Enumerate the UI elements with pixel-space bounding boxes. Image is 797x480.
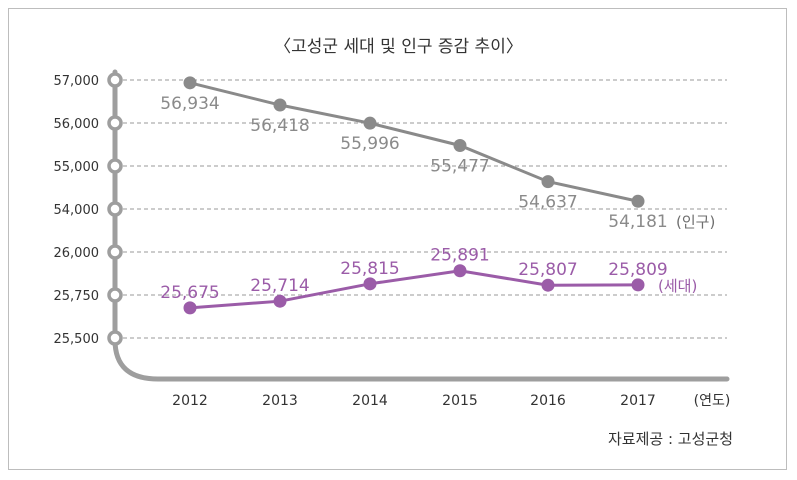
series-name-population: (인구) — [676, 213, 715, 231]
data-label-households: 25,714 — [250, 276, 309, 296]
series-line-households — [189, 269, 639, 310]
data-point-households — [363, 277, 377, 291]
x-tick-label: 2014 — [352, 393, 388, 409]
data-label-households: 25,675 — [160, 283, 219, 303]
data-point-population — [273, 98, 287, 112]
data-point-households — [183, 301, 197, 315]
data-point-households — [273, 294, 287, 308]
source-note: 자료제공 : 고성군청 — [608, 430, 733, 448]
data-point-households — [541, 278, 555, 292]
data-point-households — [453, 264, 467, 278]
series-name-households: (세대) — [658, 277, 697, 295]
x-tick-label: 2016 — [530, 393, 566, 409]
series-line-population — [189, 81, 639, 203]
data-label-population: 54,637 — [518, 193, 577, 213]
data-label-population: 55,996 — [340, 134, 399, 154]
y-tick-label: 25,500 — [54, 332, 100, 347]
x-tick-label: 2017 — [620, 393, 656, 409]
data-label-population: 54,181 — [608, 212, 667, 232]
data-label-households: 25,809 — [608, 260, 667, 280]
x-tick-label: 2013 — [262, 393, 298, 409]
chart-frame — [8, 8, 787, 470]
data-label-households: 25,891 — [430, 246, 489, 266]
y-tick-marker — [107, 72, 123, 88]
y-tick-marker — [107, 115, 123, 131]
data-label-population: 55,477 — [430, 156, 489, 176]
data-label-households: 25,807 — [518, 260, 577, 280]
y-tick-marker — [107, 158, 123, 174]
x-tick-label: 2012 — [172, 393, 208, 409]
y-tick-marker — [107, 244, 123, 260]
data-point-population — [631, 194, 645, 208]
data-point-households — [631, 278, 645, 292]
data-label-households: 25,815 — [340, 259, 399, 279]
chart-title: 〈고성군 세대 및 인구 증감 추이〉 — [274, 37, 523, 57]
y-tick-label: 56,000 — [54, 117, 100, 132]
y-tick-label: 57,000 — [54, 74, 100, 89]
x-axis-label: (연도) — [694, 393, 731, 409]
data-point-population — [453, 138, 467, 152]
y-tick-label: 54,000 — [54, 203, 100, 218]
y-tick-marker — [107, 201, 123, 217]
y-tick-label: 55,000 — [54, 160, 100, 175]
x-tick-label: 2015 — [442, 393, 478, 409]
y-tick-marker — [107, 330, 123, 346]
data-point-population — [363, 116, 377, 130]
data-point-population — [541, 175, 555, 189]
y-tick-marker — [107, 287, 123, 303]
data-point-population — [183, 76, 197, 90]
y-tick-label: 25,750 — [54, 289, 100, 304]
data-label-population: 56,934 — [160, 94, 219, 114]
y-tick-label: 26,000 — [54, 246, 100, 261]
data-label-population: 56,418 — [250, 116, 309, 136]
